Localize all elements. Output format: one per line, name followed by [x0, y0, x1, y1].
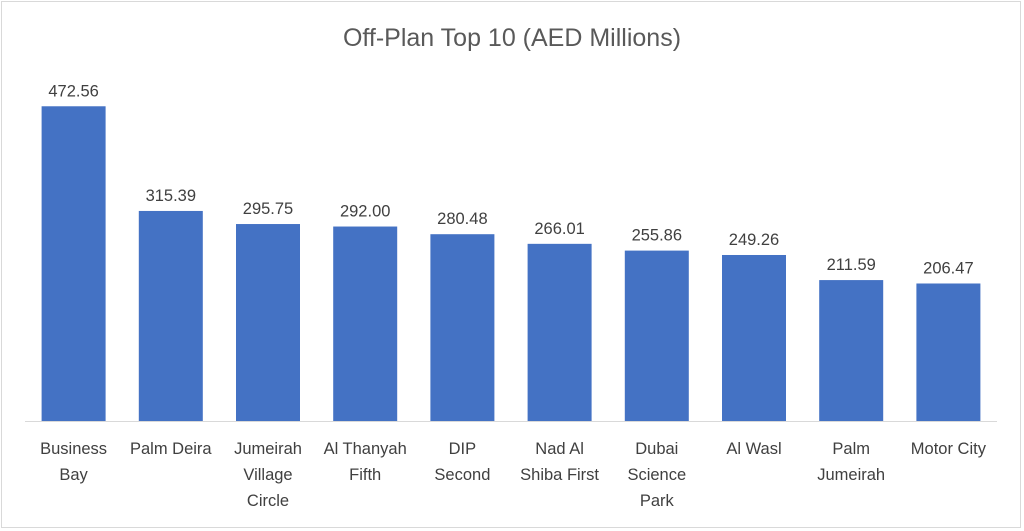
category-label-line: Second	[434, 466, 491, 484]
category-label: Palm Deira	[123, 436, 219, 462]
category-label-line: Palm	[832, 440, 870, 458]
category-label-line: Park	[639, 492, 674, 510]
data-label: 211.59	[827, 256, 876, 274]
category-label: Business Bay	[26, 436, 122, 488]
data-label: 292.00	[340, 203, 390, 221]
data-label: 315.39	[146, 187, 196, 205]
bar	[819, 280, 884, 421]
category-label-line: Jumeirah	[234, 440, 302, 458]
category-label-line: Jumeirah	[817, 466, 886, 484]
category-label: Dubai Science Park	[609, 436, 705, 514]
category-label-line: Bay	[59, 466, 88, 484]
data-label: 249.26	[729, 231, 779, 249]
bar	[333, 226, 398, 421]
category-label: Jumeirah Village Circle	[220, 436, 316, 514]
data-label: 206.47	[923, 259, 973, 277]
data-label: 295.75	[243, 200, 293, 218]
category-label-line: Al Wasl	[726, 440, 782, 458]
data-label: 280.48	[437, 210, 487, 228]
category-label-line: Science	[627, 466, 687, 484]
bar	[722, 254, 786, 421]
category-label-line: Motor City	[910, 440, 986, 458]
bar	[430, 234, 495, 421]
bar	[916, 283, 981, 421]
category-label: Al Thanyah Fifth	[317, 436, 413, 488]
chart-title: Off-Plan Top 10 (AED Millions)	[342, 24, 682, 52]
bar	[138, 210, 203, 421]
bar	[41, 106, 106, 422]
category-label-line: Business	[40, 440, 108, 458]
category-label: Al Wasl	[706, 436, 802, 462]
category-label: DIP Second	[414, 436, 510, 488]
category-label-line: Nad Al	[535, 440, 584, 458]
bar	[527, 243, 592, 421]
category-label: Palm Jumeirah	[803, 436, 899, 488]
category-label-line: DIP	[448, 440, 477, 458]
category-label-line: Shiba First	[520, 466, 600, 484]
bar	[624, 250, 689, 421]
category-label-line: Dubai	[635, 440, 679, 458]
category-label: Nad Al Shiba First	[512, 436, 608, 488]
category-label-line: Fifth	[349, 466, 382, 484]
data-label: 255.86	[632, 227, 682, 245]
bar	[236, 224, 300, 421]
category-label-line: Palm Deira	[129, 440, 212, 458]
data-label: 266.01	[534, 220, 584, 238]
data-label: 472.56	[48, 82, 98, 100]
category-label-line: Village	[243, 466, 293, 484]
category-label-line: Al Thanyah	[323, 440, 407, 458]
category-label-line: Circle	[246, 492, 290, 510]
category-label: Motor City	[900, 436, 996, 462]
